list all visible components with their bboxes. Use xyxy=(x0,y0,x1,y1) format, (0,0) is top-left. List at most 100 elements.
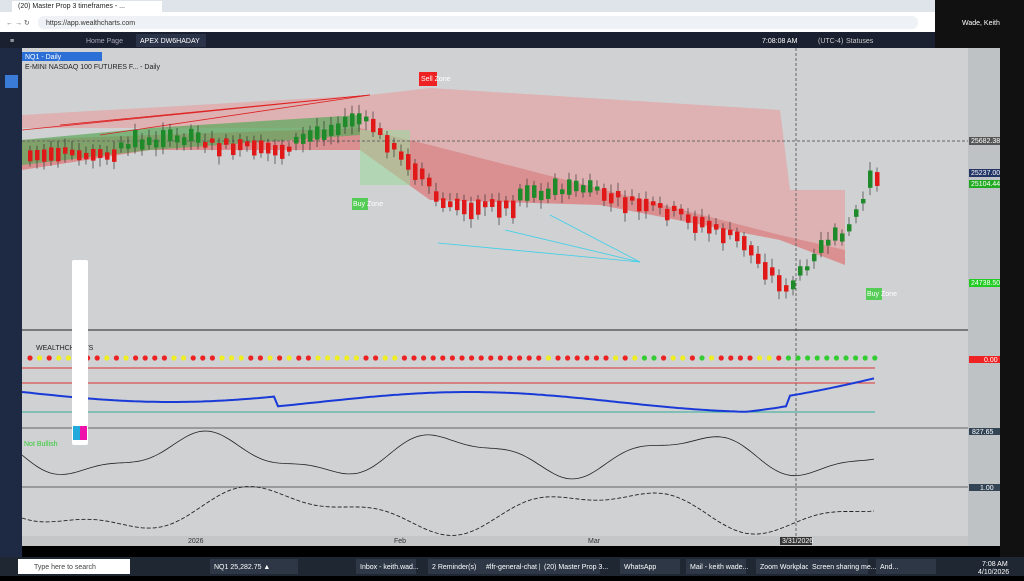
right-strip xyxy=(1000,48,1024,557)
dot xyxy=(833,355,840,361)
nav-buttons[interactable]: ← → ↻ xyxy=(6,20,30,27)
dot xyxy=(728,355,734,361)
dot xyxy=(680,355,686,361)
taskbar-button[interactable] xyxy=(540,559,600,574)
candle xyxy=(532,185,537,198)
dot xyxy=(488,355,494,361)
menu[interactable]: ≡ xyxy=(10,38,14,45)
app-tab[interactable]: Home Page xyxy=(86,38,123,45)
search-box[interactable] xyxy=(18,559,130,574)
taskbar-button[interactable] xyxy=(210,559,298,574)
taskbar-button[interactable] xyxy=(686,559,746,574)
candle xyxy=(77,150,82,161)
app-tab[interactable]: APEX DW6HADAY xyxy=(140,38,200,45)
sell-cloud xyxy=(22,88,845,250)
clock: 7:08:08 AM xyxy=(762,38,798,45)
status[interactable]: Statuses xyxy=(846,38,874,45)
dot xyxy=(449,355,455,361)
dot xyxy=(805,355,811,361)
tab-title: (20) Master Prop 3 timeframes - ... xyxy=(18,3,125,10)
taskbar-button[interactable] xyxy=(876,559,936,574)
candle xyxy=(448,201,453,208)
candle xyxy=(581,185,586,193)
candle xyxy=(756,253,761,264)
candle xyxy=(574,180,579,192)
dot xyxy=(104,355,110,361)
candle xyxy=(259,140,264,154)
candle xyxy=(196,132,201,143)
dot xyxy=(123,355,129,361)
dot xyxy=(737,355,744,361)
candle xyxy=(567,179,572,195)
trend-lines xyxy=(21,94,371,136)
dot xyxy=(392,355,398,361)
dot xyxy=(411,355,417,361)
dot xyxy=(219,355,225,361)
candle xyxy=(644,198,649,212)
candle xyxy=(329,124,334,136)
symbol-box[interactable] xyxy=(22,52,102,61)
dot xyxy=(440,355,446,361)
dot xyxy=(766,355,772,361)
dot xyxy=(555,355,561,361)
dot xyxy=(651,355,657,361)
dot xyxy=(248,355,254,361)
candle xyxy=(847,224,852,232)
tab-strip xyxy=(0,0,1024,12)
candle xyxy=(770,267,775,276)
candle xyxy=(273,145,278,156)
zone-label: Buy Zone xyxy=(867,291,897,298)
dot xyxy=(430,355,436,361)
candle xyxy=(413,163,418,180)
zone-label: Sell Zone xyxy=(421,76,451,83)
x-label: 3/31/2026 xyxy=(782,538,813,545)
color-swatch[interactable] xyxy=(73,426,81,440)
drawing-toolbar[interactable] xyxy=(72,260,88,445)
candle xyxy=(42,149,47,162)
candle xyxy=(854,209,859,217)
dot xyxy=(238,355,244,361)
dot xyxy=(622,355,628,361)
taskbar-button[interactable] xyxy=(482,559,542,574)
candle xyxy=(91,148,96,161)
candle xyxy=(182,137,187,145)
browser-tab[interactable] xyxy=(12,1,162,12)
taskbar-label: And... xyxy=(880,564,898,571)
dot xyxy=(113,355,119,361)
dot xyxy=(257,355,263,361)
candle xyxy=(287,146,292,152)
dot xyxy=(296,355,302,361)
dot xyxy=(305,355,311,361)
candle xyxy=(693,216,698,233)
candle xyxy=(406,154,411,170)
app-tab-active[interactable] xyxy=(136,34,206,47)
add-button[interactable] xyxy=(5,75,18,88)
candle xyxy=(371,118,376,133)
panel-tag xyxy=(969,356,1000,363)
taskbar-button[interactable] xyxy=(756,559,816,574)
taskbar-label: Mail - keith wade... xyxy=(690,564,748,571)
candle xyxy=(777,275,782,292)
taskbar-button[interactable] xyxy=(620,559,680,574)
candle xyxy=(742,236,747,251)
taskbar-button[interactable] xyxy=(428,559,488,574)
candle xyxy=(35,150,40,161)
candle xyxy=(539,190,544,201)
candle xyxy=(686,214,691,223)
cursor-date-tag xyxy=(780,537,812,545)
taskbar-button[interactable] xyxy=(808,559,868,574)
address-bar[interactable] xyxy=(38,16,918,29)
panel-tag xyxy=(969,484,1000,491)
dot xyxy=(507,355,513,361)
dot xyxy=(517,355,523,361)
candle xyxy=(294,136,299,144)
panel-tag xyxy=(969,428,1000,435)
dot xyxy=(478,355,484,361)
dot xyxy=(747,355,753,361)
candle xyxy=(875,172,880,186)
dot xyxy=(171,355,177,361)
color-swatch[interactable] xyxy=(80,426,87,440)
tray-time: 7:08 AM xyxy=(982,561,1008,568)
dot xyxy=(593,355,600,361)
taskbar-button[interactable] xyxy=(356,559,416,574)
